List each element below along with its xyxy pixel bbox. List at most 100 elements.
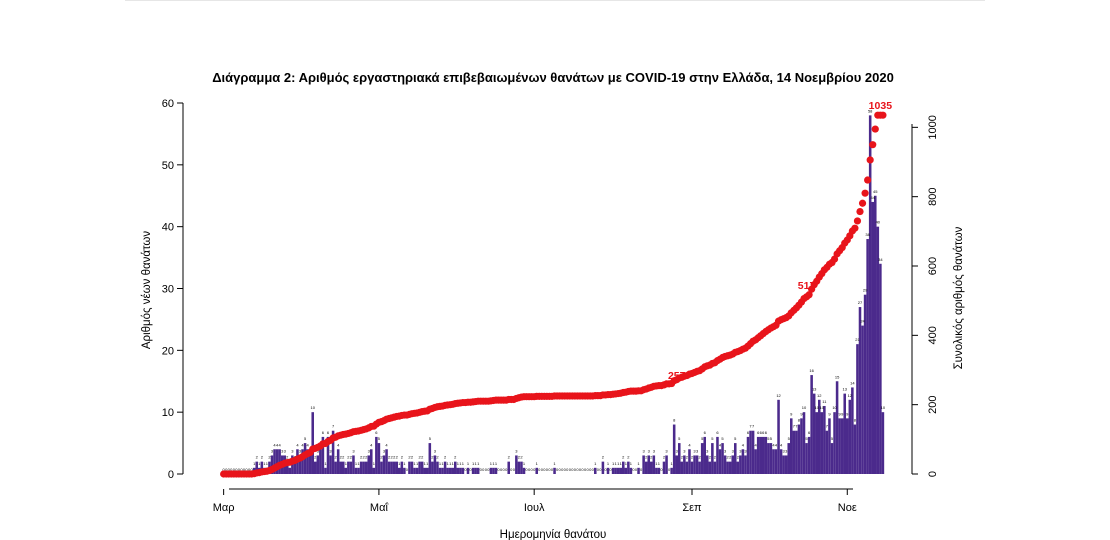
bar-value-label: 0 (571, 467, 574, 472)
bar-value-label: 0 (581, 467, 584, 472)
bar-value-label: 10 (881, 405, 886, 410)
bar-value-label: 0 (230, 467, 233, 472)
bar (688, 449, 691, 474)
bar (311, 412, 314, 474)
bar-value-label: 1 (398, 461, 401, 466)
y2-tick-label: 400 (927, 326, 939, 344)
x-tick-label: Σεπ (682, 502, 702, 514)
bar (398, 467, 401, 474)
bar-value-label: 1 (617, 461, 620, 466)
bar (868, 115, 872, 474)
bar (507, 461, 510, 474)
bar (476, 467, 480, 474)
bar-value-label: 4 (301, 442, 304, 447)
bar-value-label: 1 (452, 461, 455, 466)
bar-value-label: 2 (393, 455, 396, 460)
bar-value-label: 4 (780, 442, 783, 447)
bar-value-label: 1 (671, 461, 674, 466)
bar (606, 467, 610, 474)
bar-value-label: 4 (279, 442, 282, 447)
bar (627, 461, 630, 474)
y-tick-label: 10 (162, 407, 174, 419)
bar-value-label: 1 (536, 461, 539, 466)
bar-value-label: 0 (561, 467, 564, 472)
cumulative-point (864, 176, 872, 184)
bar-value-label: 0 (510, 467, 513, 472)
bar-value-label: 1 (416, 461, 419, 466)
bar (655, 467, 658, 474)
bar-value-label: 58 (868, 108, 873, 113)
bar-value-label: 8 (673, 418, 676, 423)
bar-value-label: 4 (273, 442, 276, 447)
bar (700, 443, 704, 474)
bar-value-label: 6 (716, 430, 719, 435)
bar-value-label: 6 (747, 430, 750, 435)
bar (736, 461, 740, 474)
y-tick-label: 50 (162, 160, 174, 172)
x-tick-label: Μαρ (213, 502, 235, 514)
bar (876, 226, 880, 474)
bar-value-label: 0 (528, 467, 531, 472)
bar (614, 467, 617, 474)
bar (489, 467, 493, 474)
bar (359, 461, 363, 474)
bar-value-label: 6 (704, 430, 707, 435)
bar (680, 461, 684, 474)
bar-value-label: 1 (355, 461, 358, 466)
bar-value-label: 0 (245, 467, 248, 472)
bar-value-label: 3 (706, 448, 709, 453)
bar (846, 418, 849, 474)
bar-value-label: 1 (495, 461, 498, 466)
bar-value-label: 2 (709, 455, 712, 460)
bar-value-label: 24 (860, 319, 865, 324)
bar-value-label: 2 (363, 455, 366, 460)
bar-value-label: 1 (523, 461, 526, 466)
bar-value-label: 4 (307, 442, 310, 447)
bar (535, 467, 538, 474)
bar-value-label: 2 (388, 455, 391, 460)
bar-value-label: 6 (808, 430, 811, 435)
bar-value-label: 0 (505, 467, 508, 472)
bar (716, 436, 719, 474)
bar-value-label: 1 (475, 461, 478, 466)
bar-value-label: 0 (497, 467, 500, 472)
bar-value-label: 5 (429, 436, 432, 441)
bar-value-label: 0 (533, 467, 536, 472)
bar-value-label: 1 (449, 461, 452, 466)
bar (838, 418, 841, 474)
bar-value-label: 1 (477, 461, 480, 466)
bar (708, 461, 712, 474)
bar-value-label: 5 (805, 436, 808, 441)
bar (370, 449, 373, 474)
bar-value-label: 0 (469, 467, 472, 472)
bar-value-label: 0 (464, 467, 467, 472)
bar-value-label: 13 (843, 387, 848, 392)
bar (517, 461, 521, 474)
y2-tick-label: 1000 (927, 115, 939, 139)
bar-value-label: 3 (271, 448, 274, 453)
bar (459, 467, 462, 474)
bar-value-label: 0 (240, 467, 243, 472)
bar-value-label: 1 (553, 461, 556, 466)
bar-value-label: 38 (865, 232, 870, 237)
bar (364, 461, 368, 474)
bar (739, 455, 742, 474)
bar (767, 443, 770, 474)
bar (375, 436, 378, 474)
bar (319, 449, 322, 474)
bar-value-label: 6 (760, 430, 763, 435)
bar (461, 467, 465, 474)
bar (652, 455, 656, 474)
bar-value-label: 1 (594, 461, 597, 466)
bar-value-label: 0 (559, 467, 562, 472)
bar (713, 461, 717, 474)
bar (856, 344, 859, 474)
bar-value-label: 0 (248, 467, 251, 472)
x-tick-label: Νοε (838, 502, 857, 514)
bar (428, 443, 432, 474)
bar-value-label: 0 (228, 467, 231, 472)
bar-value-label: 0 (500, 467, 503, 472)
bar (644, 461, 648, 474)
bar (762, 436, 765, 474)
bar (650, 461, 653, 474)
